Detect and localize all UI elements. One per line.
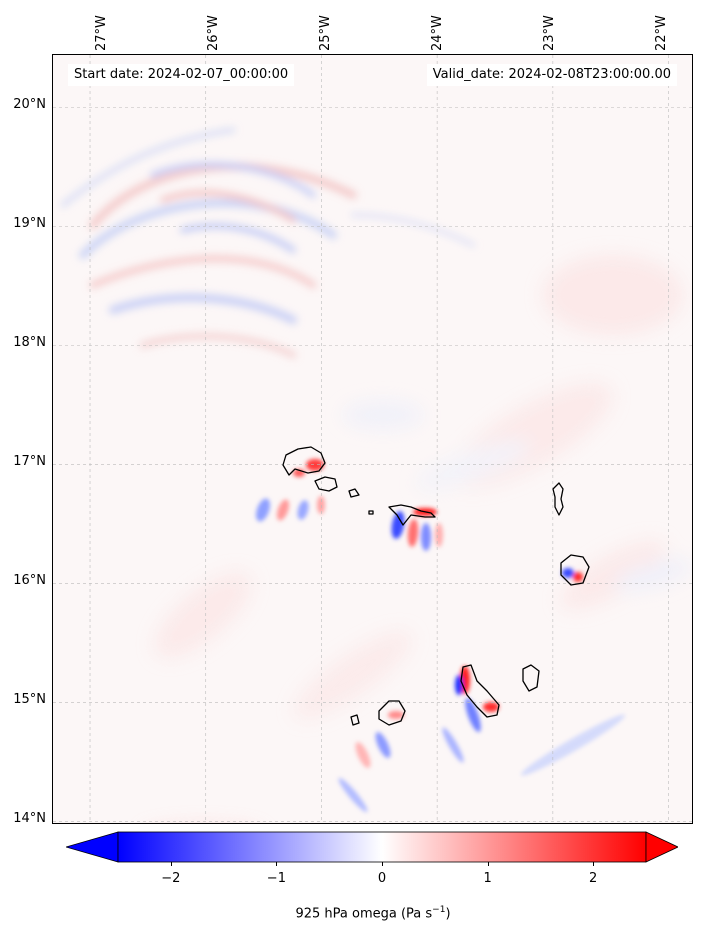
- colorbar: [64, 831, 679, 863]
- lon-label-27w: 27°W: [94, 15, 109, 51]
- island-branco: [368, 510, 374, 515]
- lat-label-16n: 16°N: [13, 573, 46, 588]
- colorbar-tick-label: 0: [377, 871, 387, 886]
- valid-date-label: Valid_date: 2024-02-08T23:00:00.00: [426, 64, 677, 86]
- omega-field-map: [53, 55, 692, 823]
- colorbar-label: 925 hPa omega (Pa s−1): [295, 905, 451, 922]
- background-field: [154, 255, 692, 719]
- island-sal: [552, 482, 564, 516]
- colorbar-tick-mark: [593, 862, 595, 866]
- island-sao-nicolau: [388, 504, 436, 526]
- start-date-label: Start date: 2024-02-07_00:00:00: [68, 64, 295, 86]
- colorbar-tick-label: −1: [266, 871, 286, 886]
- island-brava: [350, 714, 360, 726]
- lon-label-23w: 23°W: [542, 15, 557, 51]
- latitude-gridlines: [53, 107, 692, 822]
- lon-label-25w: 25°W: [318, 15, 333, 51]
- lon-label-22w: 22°W: [654, 15, 669, 51]
- colorbar-tick-mark: [487, 862, 489, 866]
- colorbar-tick-mark: [170, 862, 172, 866]
- island-sao-vicente: [314, 476, 338, 492]
- island-santo-antao: [282, 446, 326, 476]
- island-santiago: [460, 664, 500, 718]
- colorbar-graphic: [64, 831, 679, 863]
- colorbar-tick-mark: [382, 862, 383, 866]
- island-maio: [522, 664, 540, 692]
- colorbar-extend-low: [64, 831, 119, 863]
- colorbar-body: [117, 831, 647, 863]
- longitude-gridlines: [89, 55, 669, 823]
- wave-arcs: [60, 127, 476, 359]
- island-boa-vista: [560, 554, 590, 586]
- lat-label-14n: 14°N: [13, 811, 46, 826]
- colorbar-tick-label: 2: [589, 871, 598, 886]
- lat-label-18n: 18°N: [13, 335, 46, 350]
- lat-label-20n: 20°N: [13, 97, 46, 112]
- colorbar-tick-label: 1: [483, 871, 492, 886]
- colorbar-tick-label: −2: [161, 871, 181, 886]
- lon-label-26w: 26°W: [206, 15, 221, 51]
- island-wakes: [256, 459, 626, 813]
- colorbar-extend-high: [645, 831, 679, 863]
- lon-label-24w: 24°W: [430, 15, 445, 51]
- map-panel: [52, 54, 693, 824]
- coastlines: [282, 446, 590, 726]
- lat-label-19n: 19°N: [13, 216, 46, 231]
- island-fogo: [378, 700, 406, 726]
- lat-label-17n: 17°N: [13, 454, 46, 469]
- lat-label-15n: 15°N: [13, 692, 46, 707]
- colorbar-tick-mark: [276, 862, 278, 866]
- island-santa-luzia: [348, 488, 360, 498]
